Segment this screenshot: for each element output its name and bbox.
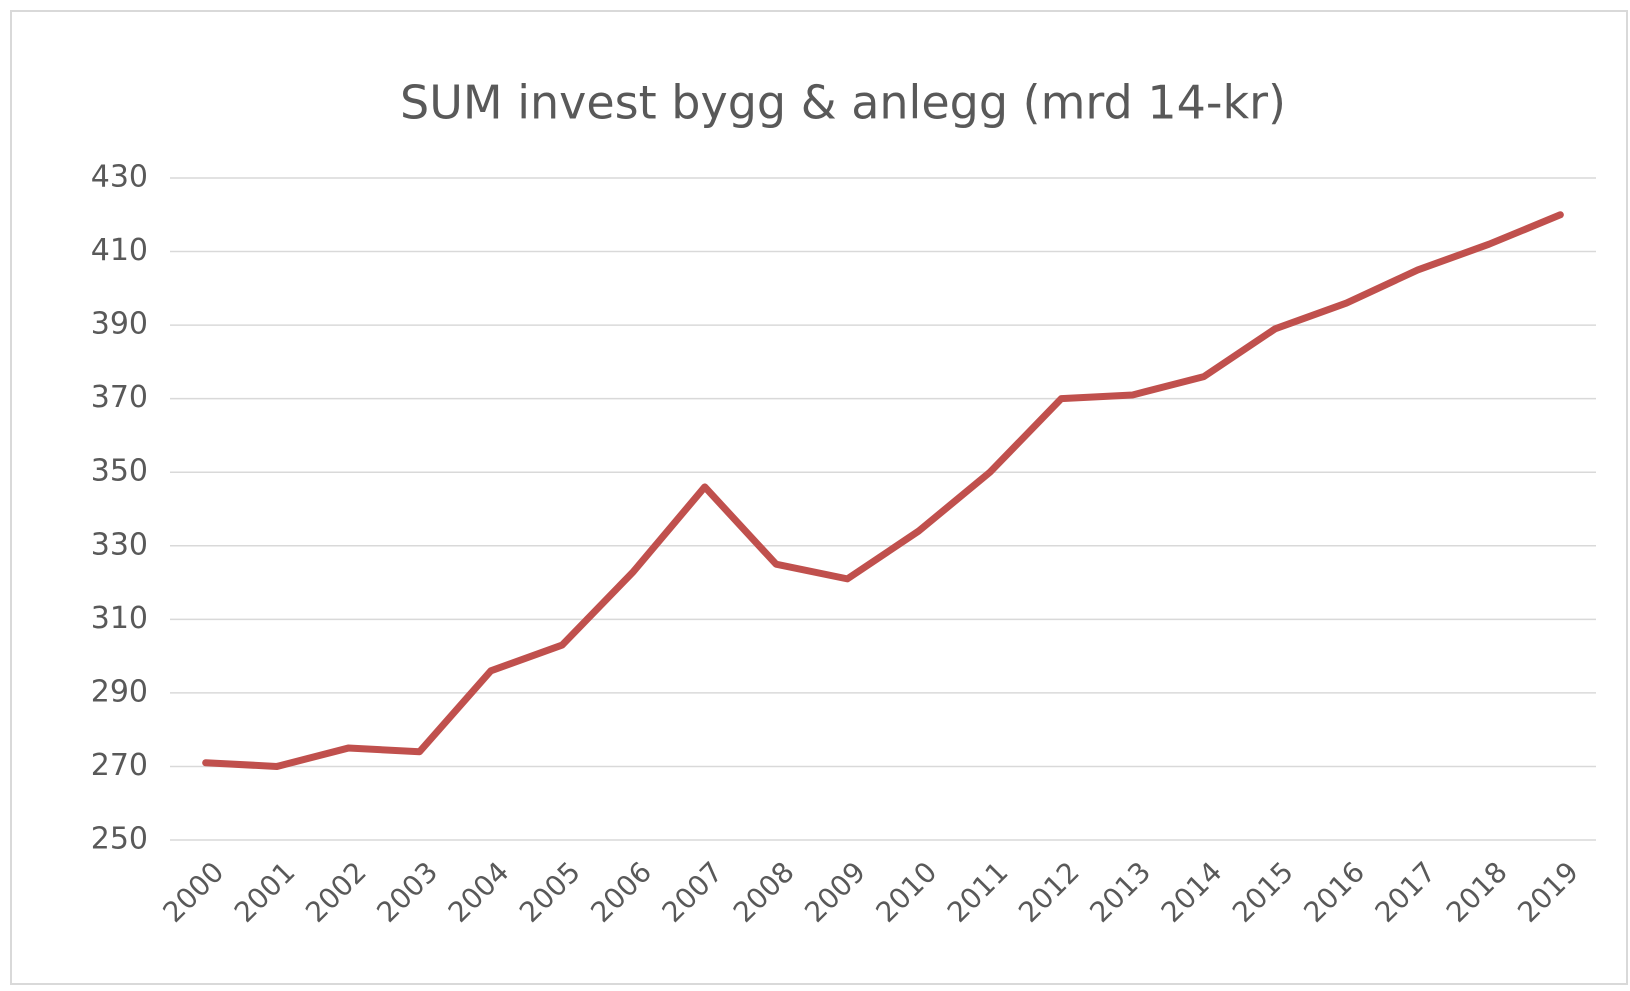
y-tick-label: 390 <box>91 307 148 342</box>
chart-frame <box>10 10 1628 985</box>
y-tick-label: 330 <box>91 527 148 562</box>
chart-title: SUM invest bygg & anlegg (mrd 14-kr) <box>400 76 1286 130</box>
line-series <box>202 211 1564 770</box>
y-tick-label: 430 <box>91 160 148 195</box>
y-tick-label: 370 <box>91 380 148 415</box>
y-tick-label: 250 <box>91 822 148 857</box>
y-tick-label: 350 <box>91 454 148 489</box>
y-tick-label: 310 <box>91 601 148 636</box>
y-tick-label: 290 <box>91 674 148 709</box>
y-tick-label: 270 <box>91 748 148 783</box>
y-tick-label: 410 <box>91 233 148 268</box>
